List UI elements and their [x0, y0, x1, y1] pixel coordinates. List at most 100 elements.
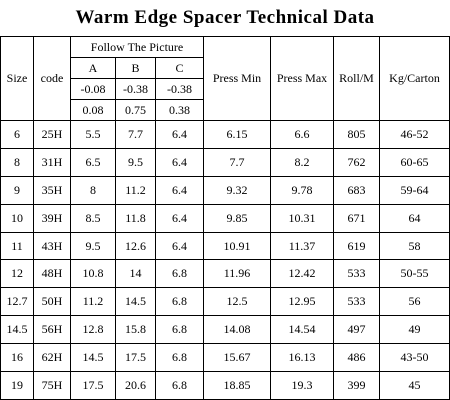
- data-cell: 10.91: [203, 231, 272, 261]
- header-cell: B: [115, 57, 156, 79]
- spec-table: Size code Follow The Picture Press Min P…: [0, 36, 450, 400]
- data-cell: 14.5: [115, 287, 156, 317]
- tolerance-cell: -0.08: [70, 78, 116, 100]
- data-cell: 399: [333, 371, 381, 400]
- data-cell: 12.42: [270, 259, 335, 289]
- data-cell: 25H: [33, 120, 71, 149]
- data-cell: 6.8: [154, 343, 205, 373]
- data-cell: 64: [379, 203, 450, 233]
- data-row: 6 25H 5.5 7.7 6.4 6.15 6.6 805 46-52: [0, 120, 450, 149]
- data-cell: 8.2: [270, 147, 335, 177]
- data-cell: 58: [379, 231, 450, 261]
- tolerance-cell: 0.75: [115, 99, 156, 121]
- table-body: Size code Follow The Picture Press Min P…: [0, 36, 450, 400]
- tolerance-cell: -0.38: [154, 78, 205, 100]
- data-cell: 60-65: [379, 147, 450, 177]
- data-cell: 35H: [33, 175, 71, 205]
- header-cell: code: [33, 36, 71, 121]
- data-cell: 6.4: [154, 120, 205, 149]
- data-cell: 533: [333, 287, 381, 317]
- data-cell: 59-64: [379, 175, 450, 205]
- data-cell: 6.6: [270, 120, 335, 149]
- data-cell: 10.31: [270, 203, 335, 233]
- data-cell: 9.85: [203, 203, 272, 233]
- data-row: 16 62H 14.5 17.5 6.8 15.67 16.13 486 43-50: [0, 343, 450, 373]
- data-cell: 75H: [33, 371, 71, 400]
- header-cell: Kg/Carton: [379, 36, 450, 121]
- data-cell: 11.37: [270, 231, 335, 261]
- data-cell: 5.5: [70, 120, 116, 149]
- data-cell: 19.3: [270, 371, 335, 400]
- data-cell: 6.4: [154, 147, 205, 177]
- data-cell: 6.8: [154, 315, 205, 345]
- header-cell: Size: [0, 36, 34, 121]
- data-cell: 17.5: [115, 343, 156, 373]
- data-cell: 805: [333, 120, 381, 149]
- data-cell: 12: [0, 259, 34, 289]
- data-cell: 11.96: [203, 259, 272, 289]
- data-cell: 56H: [33, 315, 71, 345]
- header-cell: Press Min: [203, 36, 272, 121]
- data-row: 14.5 56H 12.8 15.8 6.8 14.08 14.54 497 49: [0, 315, 450, 345]
- data-cell: 50H: [33, 287, 71, 317]
- data-cell: 486: [333, 343, 381, 373]
- data-cell: 7.7: [115, 120, 156, 149]
- header-row: Size code Follow The Picture Press Min P…: [0, 36, 450, 121]
- data-cell: 19: [0, 371, 34, 400]
- data-cell: 9.78: [270, 175, 335, 205]
- data-cell: 533: [333, 259, 381, 289]
- data-cell: 12.95: [270, 287, 335, 317]
- data-cell: 12.5: [203, 287, 272, 317]
- data-cell: 16.13: [270, 343, 335, 373]
- data-cell: 671: [333, 203, 381, 233]
- data-row: 19 75H 17.5 20.6 6.8 18.85 19.3 399 45: [0, 371, 450, 400]
- data-cell: 14.5: [70, 343, 116, 373]
- data-cell: 6.8: [154, 371, 205, 400]
- data-cell: 31H: [33, 147, 71, 177]
- title: Warm Edge Spacer Technical Data: [75, 7, 375, 28]
- data-cell: 8: [0, 147, 34, 177]
- data-row: 8 31H 6.5 9.5 6.4 7.7 8.2 762 60-65: [0, 147, 450, 177]
- data-cell: 11.8: [115, 203, 156, 233]
- data-cell: 12.8: [70, 315, 116, 345]
- data-cell: 49: [379, 315, 450, 345]
- data-cell: 14.54: [270, 315, 335, 345]
- data-cell: 6.8: [154, 259, 205, 289]
- data-cell: 45: [379, 371, 450, 400]
- data-cell: 15.8: [115, 315, 156, 345]
- data-cell: 10: [0, 203, 34, 233]
- data-cell: 48H: [33, 259, 71, 289]
- data-cell: 14.5: [0, 315, 34, 345]
- data-cell: 683: [333, 175, 381, 205]
- data-cell: 43-50: [379, 343, 450, 373]
- data-cell: 762: [333, 147, 381, 177]
- data-cell: 62H: [33, 343, 71, 373]
- data-cell: 56: [379, 287, 450, 317]
- data-cell: 6.8: [154, 287, 205, 317]
- data-row: 9 35H 8 11.2 6.4 9.32 9.78 683 59-64: [0, 175, 450, 205]
- data-cell: 9.5: [115, 147, 156, 177]
- data-cell: 619: [333, 231, 381, 261]
- data-cell: 20.6: [115, 371, 156, 400]
- data-cell: 17.5: [70, 371, 116, 400]
- data-cell: 50-55: [379, 259, 450, 289]
- data-cell: 10.8: [70, 259, 116, 289]
- header-cell: Press Max: [270, 36, 335, 121]
- tolerance-cell: 0.38: [154, 99, 205, 121]
- data-cell: 6.4: [154, 203, 205, 233]
- data-row: 10 39H 8.5 11.8 6.4 9.85 10.31 671 64: [0, 203, 450, 233]
- data-cell: 497: [333, 315, 381, 345]
- data-cell: 6: [0, 120, 34, 149]
- header-cell: Roll/M: [333, 36, 381, 121]
- data-cell: 43H: [33, 231, 71, 261]
- data-cell: 6.5: [70, 147, 116, 177]
- data-cell: 11.2: [115, 175, 156, 205]
- header-row: -0.08 -0.38 -0.38: [1, 78, 450, 100]
- data-cell: 39H: [33, 203, 71, 233]
- data-cell: 6.4: [154, 175, 205, 205]
- header-row: 0.08 0.75 0.38: [1, 99, 450, 121]
- data-cell: 9.32: [203, 175, 272, 205]
- data-cell: 12.6: [115, 231, 156, 261]
- data-row: 12 48H 10.8 14 6.8 11.96 12.42 533 50-55: [0, 259, 450, 289]
